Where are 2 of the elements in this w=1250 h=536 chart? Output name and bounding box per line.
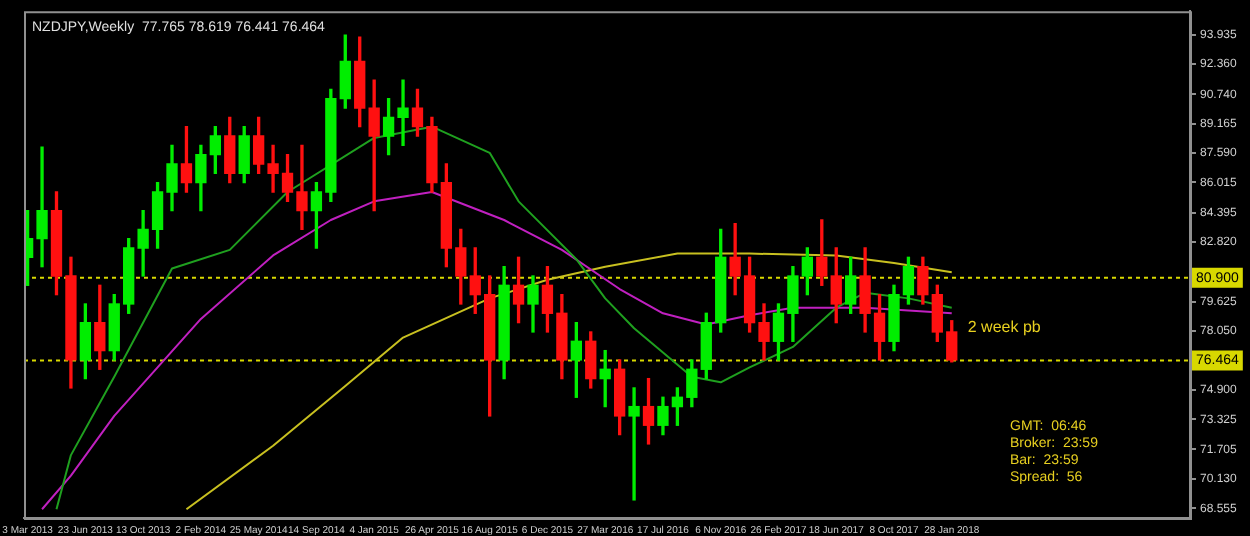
annotation: 2 week pb bbox=[967, 318, 1042, 337]
candlestick bbox=[628, 387, 640, 501]
